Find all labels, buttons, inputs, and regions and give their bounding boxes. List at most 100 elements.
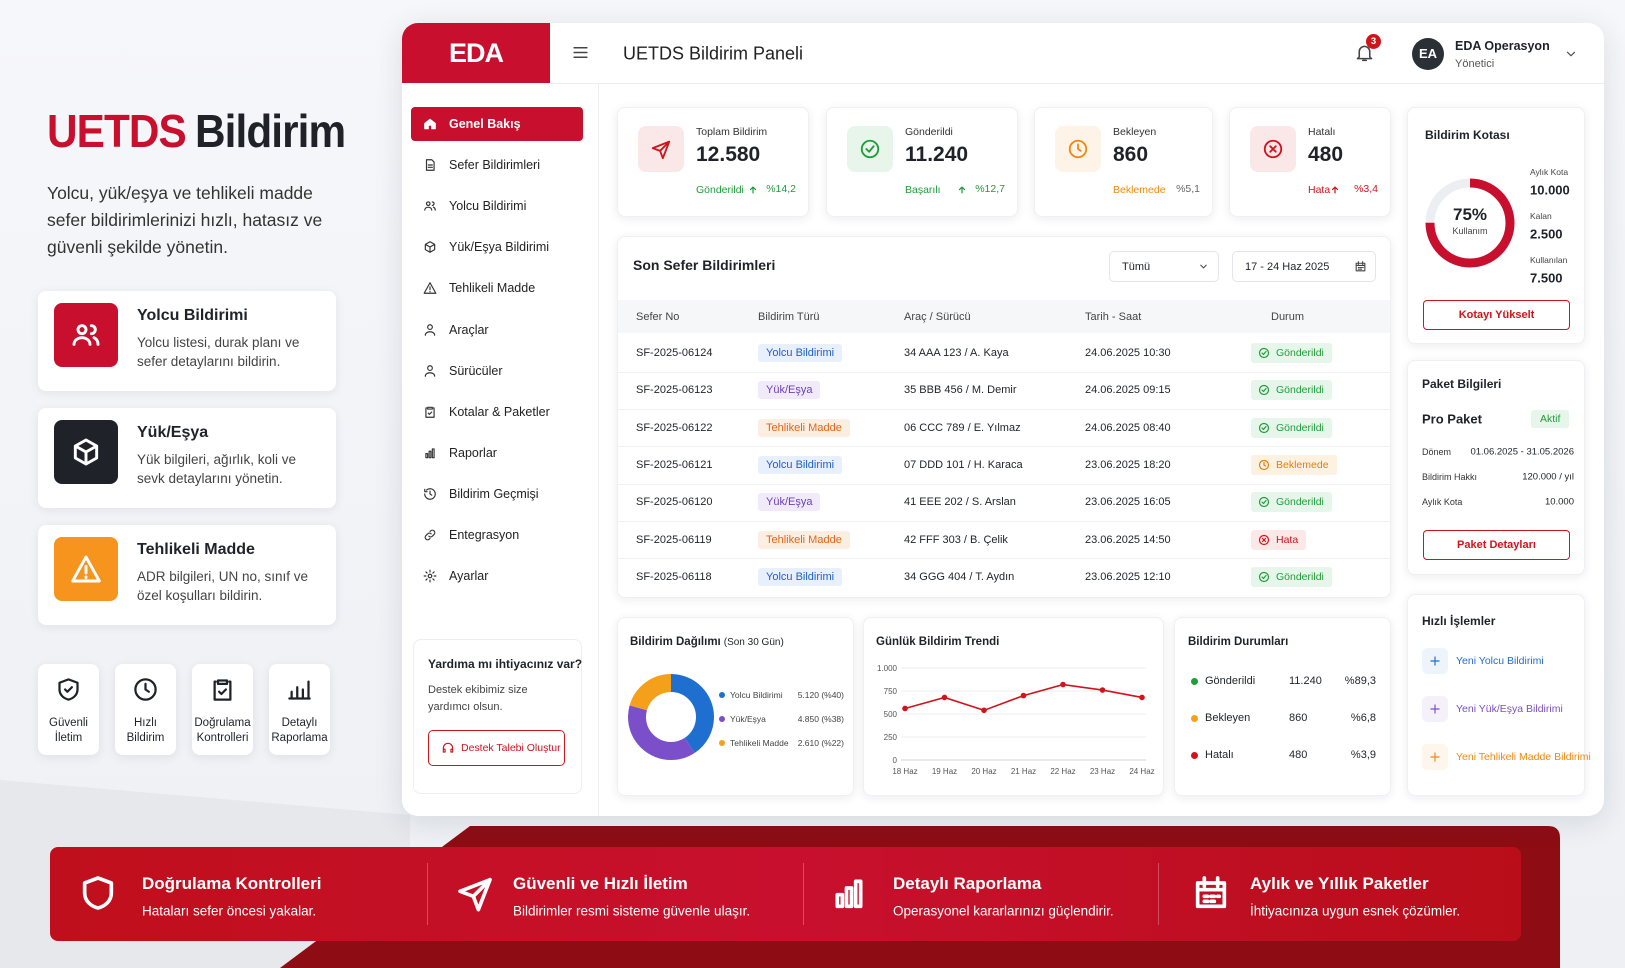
status-share: %89,3	[1344, 675, 1376, 687]
icon	[424, 118, 436, 130]
legend-value: 4.850 (%38)	[797, 714, 844, 724]
status-dot	[1191, 751, 1198, 759]
feature-icon-box	[54, 303, 118, 367]
nav-item[interactable]: Raporlar	[411, 436, 583, 470]
trend-panel: Günlük Bildirim Trendi 0 250 500 750 1.000 18 …	[863, 617, 1164, 796]
quick-action[interactable]: Yeni Yük/Eşya Bildirimi	[1422, 696, 1580, 722]
cell-no: SF-2025-06119	[636, 533, 712, 546]
icon	[73, 438, 99, 466]
sidebar-border	[598, 83, 599, 816]
icon	[424, 529, 436, 541]
nav-label: Genel Bakış	[449, 117, 521, 131]
status-label: Gönderildi	[1276, 570, 1324, 583]
icon	[1195, 876, 1227, 909]
y-tick-label: 1.000	[877, 664, 898, 673]
nav-label: Raporlar	[449, 445, 497, 460]
icon	[1258, 459, 1270, 470]
stat-label: Gönderildi	[905, 126, 953, 138]
nav-item[interactable]: Kotalar & Paketler	[411, 395, 583, 429]
icon	[1258, 571, 1270, 582]
help-text: Destek ekibimiz size yardımcı olsun.	[428, 684, 528, 713]
badge-label: Hızlı Bildirim	[126, 717, 165, 744]
icon-path	[1430, 704, 1440, 714]
icon	[424, 241, 436, 254]
user-name: EDA Operasyon	[1455, 39, 1550, 53]
cell-time: 23.06.2025 12:10	[1085, 570, 1171, 583]
date-picker[interactable]: 17 - 24 Haz 2025	[1232, 251, 1376, 282]
icon	[651, 140, 671, 160]
nav-item[interactable]: Ayarlar	[411, 559, 583, 593]
avatar[interactable]: EA	[1412, 38, 1444, 70]
row-divider	[618, 446, 1390, 448]
column-header: Araç / Sürücü	[904, 311, 971, 323]
badge-card: Detaylı Raporlama	[269, 664, 330, 755]
cell-time: 23.06.2025 18:20	[1085, 458, 1171, 471]
feature-title: Yük/Eşya	[137, 424, 209, 441]
icon-path	[58, 678, 79, 701]
band-title: Detaylı Raporlama	[893, 874, 1042, 893]
icon-path	[424, 488, 436, 500]
icon-path	[1258, 422, 1270, 433]
cell-type: Yük/Eşya	[758, 493, 821, 512]
date-label: 17 - 24 Haz 2025	[1245, 261, 1330, 273]
quota-item-value: 10.000	[1530, 182, 1570, 198]
icon	[1068, 139, 1088, 159]
icon-path	[1258, 459, 1270, 470]
nav-item[interactable]: Sürücüler	[411, 354, 583, 388]
filter-select[interactable]: Tümü	[1109, 251, 1219, 282]
package-row-value: 120.000 / yıl	[1522, 471, 1574, 483]
icon-path	[288, 680, 311, 700]
nav-item[interactable]: Genel Bakış	[411, 107, 583, 141]
stat-status: Başarılı	[905, 184, 941, 196]
icon-path	[651, 140, 671, 160]
package-row-label: Dönem	[1422, 447, 1452, 457]
badge-card: Doğrulama Kontrolleri	[192, 664, 253, 755]
nav-item[interactable]: Yolcu Bildirimi	[411, 189, 583, 223]
help-button[interactable]: Destek Talebi Oluştur	[428, 730, 565, 766]
band-title: Doğrulama Kontrolleri	[142, 874, 322, 893]
badge-label: Doğrulama Kontrolleri	[194, 717, 251, 744]
row-divider	[618, 483, 1390, 485]
stat-label: Bekleyen	[1113, 126, 1157, 138]
chart: 0 250 500 750 1.000 18 Haz 19 Haz 20 Haz 21 Haz 2…	[877, 664, 1155, 776]
quota-percent: 75%	[1452, 205, 1488, 224]
cell-no: SF-2025-06124	[636, 347, 713, 359]
icon-path	[1195, 876, 1227, 909]
nav-item[interactable]: Araçlar	[411, 313, 583, 347]
status-value: 480	[1289, 749, 1308, 761]
icon-path	[424, 529, 436, 541]
feature-text: ADR bilgileri, UN no, sınıf ve özel koşu…	[137, 569, 309, 603]
quota-item-value: 7.500	[1530, 270, 1563, 286]
nav-label: Yolcu Bildirimi	[449, 199, 527, 214]
nav-item[interactable]: Bildirim Geçmişi	[411, 477, 583, 511]
nav-label: Kotalar & Paketler	[449, 404, 550, 419]
package-button-label: Paket Detayları	[1457, 539, 1536, 551]
status-title: Bildirim Durumları	[1188, 636, 1289, 648]
stat-card: Toplam Bildirim 12.580 Gönderildi %14,2	[617, 107, 809, 217]
icon-path	[860, 139, 880, 159]
nav-item[interactable]: Entegrasyon	[411, 518, 583, 552]
nav-item[interactable]: Sefer Bildirimleri	[411, 148, 583, 182]
quota-button[interactable]: Kotayı Yükselt	[1423, 300, 1570, 330]
hero-title-accent: UETDS	[47, 105, 187, 157]
quick-action[interactable]: Yeni Tehlikeli Madde Bildirimi	[1422, 744, 1591, 770]
stat-change: %5,1	[1176, 183, 1200, 195]
nav-label: Araçlar	[449, 322, 489, 337]
icon-path	[1356, 45, 1373, 62]
quick-action[interactable]: Yeni Yolcu Bildirimi	[1422, 648, 1580, 674]
nav-item[interactable]: Yük/Eşya Bildirimi	[411, 230, 583, 264]
notification-badge[interactable]: 3	[1366, 34, 1381, 49]
stat-icon-box	[847, 126, 893, 172]
package-button[interactable]: Paket Detayları	[1423, 530, 1570, 560]
help-box: Yardıma mı ihtiyacınız var? Destek ekibim…	[413, 639, 582, 794]
nav-item[interactable]: Tehlikeli Madde	[411, 271, 583, 305]
status-pill: Beklemede	[1251, 454, 1337, 475]
status-name: Bekleyen	[1205, 712, 1251, 724]
feature-title: Tehlikeli Madde	[137, 541, 255, 558]
stat-value: 12.580	[696, 143, 761, 166]
cell-type: Yolcu Bildirimi	[758, 344, 843, 362]
quota-item-label: Aylık Kota	[1530, 167, 1569, 177]
status-name: Gönderildi	[1205, 675, 1256, 687]
legend-value: 5.120 (%40)	[797, 690, 844, 700]
status-dot	[1191, 714, 1198, 722]
